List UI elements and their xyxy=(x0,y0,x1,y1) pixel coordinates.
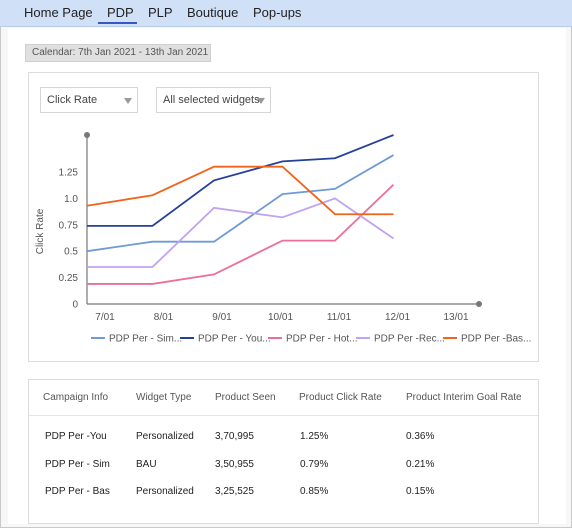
metric-dropdown[interactable]: Click Rate xyxy=(40,87,138,113)
calendar-range-badge[interactable]: Calendar: 7th Jan 2021 - 13th Jan 2021 xyxy=(25,44,211,62)
campaign-table: Campaign Info Widget Type Product Seen P… xyxy=(28,379,539,524)
cell-widget-type: BAU xyxy=(136,459,157,470)
active-tab-indicator xyxy=(98,22,137,24)
tab-home-page[interactable]: Home Page xyxy=(24,5,93,20)
cell-product-seen: 3,25,525 xyxy=(215,486,254,497)
x-tick-label: 12/01 xyxy=(385,312,410,323)
column-header-product-interim-goal-rate: Product Interim Goal Rate xyxy=(406,392,522,403)
cell-product-click-rate: 0.85% xyxy=(300,486,329,497)
x-tick-label: 10/01 xyxy=(268,312,293,323)
cell-campaign-info: PDP Per -You xyxy=(45,431,107,442)
y-tick-label: 0.25 xyxy=(59,273,79,284)
widgets-dropdown-value: All selected widgets xyxy=(163,94,260,106)
cell-product-seen: 3,50,955 xyxy=(215,459,254,470)
cell-product-seen: 3,70,995 xyxy=(215,431,254,442)
y-axis-end-dot xyxy=(84,132,90,138)
y-tick-label: 1.25 xyxy=(59,167,79,178)
widgets-dropdown[interactable]: All selected widgets xyxy=(156,87,271,113)
column-header-product-seen: Product Seen xyxy=(215,392,276,403)
x-axis-end-dot xyxy=(476,301,482,307)
x-tick-label: 8/01 xyxy=(154,312,174,323)
legend-entry: PDP Per - Hot... xyxy=(286,334,358,345)
chart-card: Click Rate All selected widgets 0 0.25 0.5… xyxy=(28,72,539,362)
y-tick-label: 0 xyxy=(72,300,78,311)
y-tick-label: 0.75 xyxy=(59,220,79,231)
chevron-down-icon xyxy=(257,98,265,104)
x-tick-label: 11/01 xyxy=(327,312,352,323)
cell-product-interim-goal-rate: 0.15% xyxy=(406,486,435,497)
cell-product-interim-goal-rate: 0.36% xyxy=(406,431,435,442)
cell-campaign-info: PDP Per - Bas xyxy=(45,486,110,497)
header-divider xyxy=(29,415,538,416)
cell-widget-type: Personalized xyxy=(136,431,194,442)
tab-plp[interactable]: PLP xyxy=(148,5,173,20)
column-header-widget-type: Widget Type xyxy=(136,392,192,403)
x-tick-label: 13/01 xyxy=(443,312,468,323)
x-tick-label: 7/01 xyxy=(95,312,115,323)
cell-campaign-info: PDP Per - Sim xyxy=(45,459,110,470)
cell-product-interim-goal-rate: 0.21% xyxy=(406,459,435,470)
tab-boutique[interactable]: Boutique xyxy=(187,5,239,20)
legend-entry: PDP Per - You... xyxy=(198,334,271,345)
top-navigation: Home Page PDP PLP Boutique Pop-ups xyxy=(0,0,572,27)
legend-entry: PDP Per - Sim... xyxy=(109,334,182,345)
legend-entry: PDP Per -Bas... xyxy=(461,334,531,345)
column-header-campaign-info: Campaign Info xyxy=(43,392,109,403)
tab-pdp[interactable]: PDP xyxy=(107,5,134,20)
cell-product-click-rate: 0.79% xyxy=(300,459,329,470)
series-line-3 xyxy=(87,183,395,285)
series-line-1 xyxy=(86,154,394,253)
x-tick-label: 9/01 xyxy=(212,312,232,323)
series-line-5 xyxy=(86,165,394,216)
cell-product-click-rate: 1.25% xyxy=(300,431,329,442)
cell-widget-type: Personalized xyxy=(136,486,194,497)
series-line-2 xyxy=(87,134,394,227)
y-tick-label: 0.5 xyxy=(64,247,78,258)
legend-entry: PDP Per -Rec... xyxy=(374,334,445,345)
column-header-product-click-rate: Product Click Rate xyxy=(299,392,382,403)
series-line-4 xyxy=(87,197,395,268)
metric-dropdown-value: Click Rate xyxy=(47,94,98,106)
click-rate-line-chart: 0 0.25 0.5 0.75 1.0 1.25 7/01 8/01 9/01 10/01 11/0… xyxy=(35,132,531,345)
y-axis-title: Click Rate xyxy=(35,208,46,254)
tab-pop-ups[interactable]: Pop-ups xyxy=(253,5,302,20)
y-tick-label: 1.0 xyxy=(64,194,78,205)
chevron-down-icon xyxy=(124,98,132,104)
